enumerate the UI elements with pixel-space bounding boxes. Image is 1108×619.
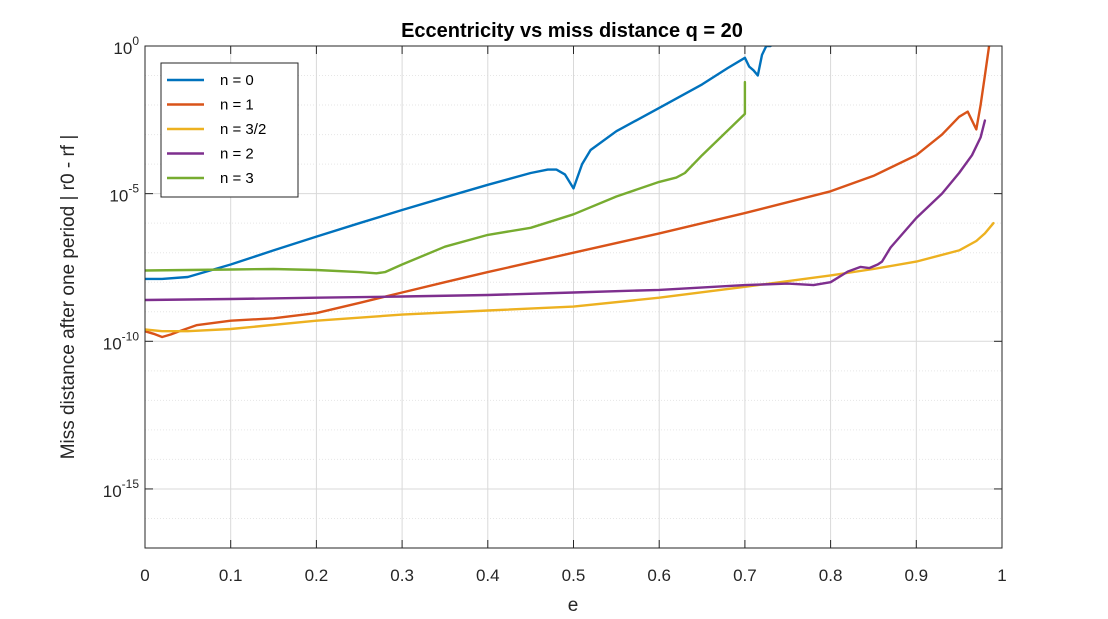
- x-tick-label: 0.3: [390, 566, 414, 585]
- legend-label: n = 3/2: [220, 121, 266, 138]
- x-tick-label: 0.6: [647, 566, 671, 585]
- x-tick-label: 0.8: [819, 566, 843, 585]
- y-tick-label: 10-10: [103, 329, 140, 353]
- series-line-4: [145, 80, 747, 275]
- x-axis-ticks: 0 0.1 0.2 0.3 0.4 0.5 0.6 0.7 0.8 0.9 1: [140, 46, 1007, 585]
- series-line-1: [145, 46, 991, 339]
- x-tick-label: 0.4: [476, 566, 500, 585]
- series-lines: [145, 46, 995, 339]
- legend-label: n = 3: [220, 170, 254, 187]
- y-tick-label: 10-15: [103, 477, 140, 501]
- y-axis-label: Miss distance after one period | r0 - rf…: [58, 135, 79, 460]
- x-tick-label: 0: [140, 566, 149, 585]
- chart-title: Eccentricity vs miss distance q = 20: [401, 20, 743, 42]
- legend-label: n = 2: [220, 146, 254, 163]
- x-tick-label: 0.9: [904, 566, 928, 585]
- legend-label: n = 1: [220, 97, 254, 114]
- series-line-2: [145, 221, 995, 333]
- x-tick-label: 0.2: [305, 566, 329, 585]
- legend-label: n = 0: [220, 72, 254, 89]
- x-tick-label: 0.1: [219, 566, 243, 585]
- x-axis-label: e: [568, 595, 579, 616]
- x-tick-label: 0.7: [733, 566, 757, 585]
- y-axis-ticks: 100 10-5 10-10 10-15: [103, 34, 1002, 501]
- legend: n = 0 n = 1 n = 3/2 n = 2 n = 3: [160, 62, 299, 198]
- x-tick-label: 1: [997, 566, 1006, 585]
- x-tick-label: 0.5: [562, 566, 586, 585]
- series-line-3: [145, 119, 987, 302]
- series-line-0: [145, 46, 772, 281]
- y-tick-label: 100: [113, 34, 139, 58]
- y-tick-label: 10-5: [109, 182, 139, 206]
